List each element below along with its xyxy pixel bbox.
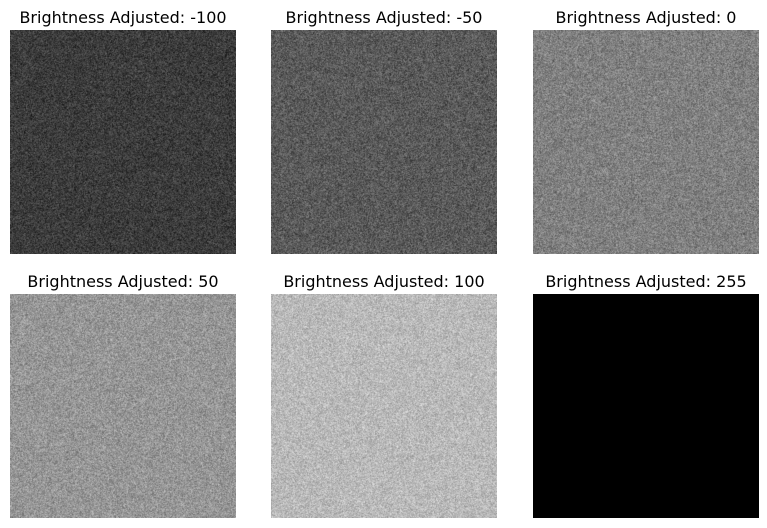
panel-title: Brightness Adjusted: 255 [545,272,747,291]
noise-image [271,30,497,254]
noise-image [10,294,236,518]
panel-title: Brightness Adjusted: 0 [555,8,737,27]
noise-image [533,294,759,518]
noise-image [533,30,759,254]
panel-title: Brightness Adjusted: 50 [27,272,219,291]
panel-title: Brightness Adjusted: 100 [283,272,485,291]
noise-image [271,294,497,518]
noise-image [10,30,236,254]
panel-title: Brightness Adjusted: -100 [19,8,227,27]
panel-title: Brightness Adjusted: -50 [285,8,483,27]
